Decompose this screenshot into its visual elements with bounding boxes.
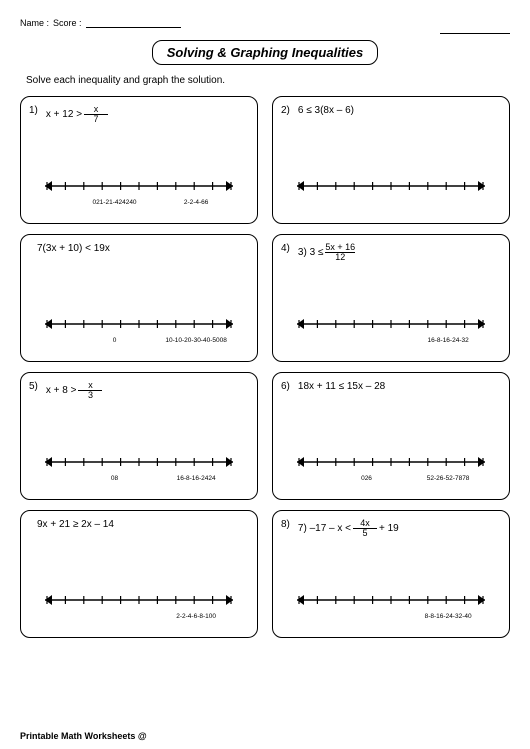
number-line-wrap: 16-8-16-24-32 xyxy=(281,314,501,351)
expression: 6 ≤ 3(8x – 6) xyxy=(298,105,356,116)
problem-card: 2) 6 ≤ 3(8x – 6) xyxy=(272,96,510,224)
fraction: 5x + 16 12 xyxy=(325,243,355,262)
problem-card: 1) x + 12 > x 7 021-21-424240 2-2-4-66 xyxy=(20,96,258,224)
number-line xyxy=(281,176,501,208)
problem-number: 5) xyxy=(29,381,38,392)
number-line: 2-2-4-6-8-100 xyxy=(29,590,249,622)
frac-numerator: x xyxy=(94,105,99,114)
expr-before: 18x + 11 ≤ 15x – 28 xyxy=(298,381,385,392)
svg-text:0: 0 xyxy=(113,337,117,344)
number-line-wrap: 026 52-26-52-7878 xyxy=(281,452,501,489)
expression: x + 12 > x 7 xyxy=(46,105,110,124)
expr-before: 7(3x + 10) < 19x xyxy=(37,243,110,254)
fraction: 4x 5 xyxy=(353,519,377,538)
expression: 3) 3 ≤ 5x + 16 12 xyxy=(298,243,357,262)
problem-expression: 6) 18x + 11 ≤ 15x – 28 xyxy=(281,381,501,392)
problem-expression: 7(3x + 10) < 19x xyxy=(29,243,249,254)
expression: 18x + 11 ≤ 15x – 28 xyxy=(298,381,387,392)
number-line: 8-8-16-24-32-40 xyxy=(281,590,501,622)
expr-before: 6 ≤ 3(8x – 6) xyxy=(298,105,354,116)
problem-number: 4) xyxy=(281,243,290,254)
frac-numerator: x xyxy=(88,381,93,390)
problem-number: 8) xyxy=(281,519,290,530)
number-line-wrap: 8-8-16-24-32-40 xyxy=(281,590,501,627)
svg-text:021-21-424240: 021-21-424240 xyxy=(92,199,136,206)
number-line-wrap xyxy=(281,176,501,213)
problem-card: 8) 7) –17 – x < 4x 5 + 19 8-8-16-24-32-4… xyxy=(272,510,510,638)
svg-text:16-8-16-24-32: 16-8-16-24-32 xyxy=(428,337,470,344)
number-line: 08 16-8-16-2424 xyxy=(29,452,249,484)
frac-numerator: 5x + 16 xyxy=(325,243,355,252)
problem-expression: 4) 3) 3 ≤ 5x + 16 12 xyxy=(281,243,501,262)
problem-expression: 9x + 21 ≥ 2x – 14 xyxy=(29,519,249,530)
number-line: 16-8-16-24-32 xyxy=(281,314,501,346)
fraction: x 7 xyxy=(84,105,108,124)
worksheet-page: Name : Score : Solving & Graphing Inequa… xyxy=(0,0,530,749)
svg-text:08: 08 xyxy=(111,475,119,482)
expression: 7(3x + 10) < 19x xyxy=(37,243,112,254)
problem-grid: 1) x + 12 > x 7 021-21-424240 2-2-4-66 2)… xyxy=(20,96,510,638)
frac-numerator: 4x xyxy=(360,519,370,528)
frac-denominator: 3 xyxy=(88,391,93,400)
svg-text:2-2-4-6-8-100: 2-2-4-6-8-100 xyxy=(176,613,216,620)
svg-text:16-8-16-2424: 16-8-16-2424 xyxy=(177,475,216,482)
header-row: Name : Score : xyxy=(20,18,510,28)
svg-text:52-26-52-7878: 52-26-52-7878 xyxy=(427,475,470,482)
problem-number: 2) xyxy=(281,105,290,116)
score-label: Score : xyxy=(53,18,82,28)
problem-card: 5) x + 8 > x 3 08 16-8-16-2424 xyxy=(20,372,258,500)
instruction-text: Solve each inequality and graph the solu… xyxy=(26,75,510,86)
problem-expression: 2) 6 ≤ 3(8x – 6) xyxy=(281,105,501,116)
problem-number: 1) xyxy=(29,105,38,116)
frac-denominator: 12 xyxy=(335,253,345,262)
svg-text:8-8-16-24-32-40: 8-8-16-24-32-40 xyxy=(425,613,472,620)
expr-before: 9x + 21 ≥ 2x – 14 xyxy=(37,519,114,530)
number-line-wrap: 0 10-10-20-30-40-5008 xyxy=(29,314,249,351)
svg-text:026: 026 xyxy=(361,475,372,482)
page-title: Solving & Graphing Inequalities xyxy=(152,40,378,65)
name-label: Name : xyxy=(20,18,49,28)
problem-number: 6) xyxy=(281,381,290,392)
expr-before: x + 12 > xyxy=(46,109,82,120)
expr-before: x + 8 > xyxy=(46,385,77,396)
problem-expression: 8) 7) –17 – x < 4x 5 + 19 xyxy=(281,519,501,538)
expr-after: + 19 xyxy=(379,523,399,534)
problem-expression: 5) x + 8 > x 3 xyxy=(29,381,249,400)
expression: x + 8 > x 3 xyxy=(46,381,105,400)
number-line-wrap: 2-2-4-6-8-100 xyxy=(29,590,249,627)
number-line: 0 10-10-20-30-40-5008 xyxy=(29,314,249,346)
problem-expression: 1) x + 12 > x 7 xyxy=(29,105,249,124)
frac-denominator: 7 xyxy=(94,115,99,124)
score-blank-line xyxy=(440,24,510,34)
problem-card: 4) 3) 3 ≤ 5x + 16 12 16-8-16-24-32 xyxy=(272,234,510,362)
expr-before: 7) –17 – x < xyxy=(298,523,351,534)
number-line-wrap: 021-21-424240 2-2-4-66 xyxy=(29,176,249,213)
problem-card: 9x + 21 ≥ 2x – 14 2-2-4-6-8-100 xyxy=(20,510,258,638)
problem-card: 6) 18x + 11 ≤ 15x – 28 026 52-26-52-7878 xyxy=(272,372,510,500)
title-wrap: Solving & Graphing Inequalities xyxy=(20,40,510,65)
expr-before: 3) 3 ≤ xyxy=(298,247,324,258)
frac-denominator: 5 xyxy=(362,529,367,538)
expression: 7) –17 – x < 4x 5 + 19 xyxy=(298,519,399,538)
footer-text: Printable Math Worksheets @ xyxy=(20,731,147,741)
svg-text:10-10-20-30-40-5008: 10-10-20-30-40-5008 xyxy=(165,337,227,344)
expression: 9x + 21 ≥ 2x – 14 xyxy=(37,519,116,530)
number-line: 026 52-26-52-7878 xyxy=(281,452,501,484)
name-blank-line xyxy=(86,18,181,28)
problem-card: 7(3x + 10) < 19x 0 10-10-20-30-40-5008 xyxy=(20,234,258,362)
svg-text:2-2-4-66: 2-2-4-66 xyxy=(184,199,209,206)
fraction: x 3 xyxy=(78,381,102,400)
number-line-wrap: 08 16-8-16-2424 xyxy=(29,452,249,489)
number-line: 021-21-424240 2-2-4-66 xyxy=(29,176,249,208)
